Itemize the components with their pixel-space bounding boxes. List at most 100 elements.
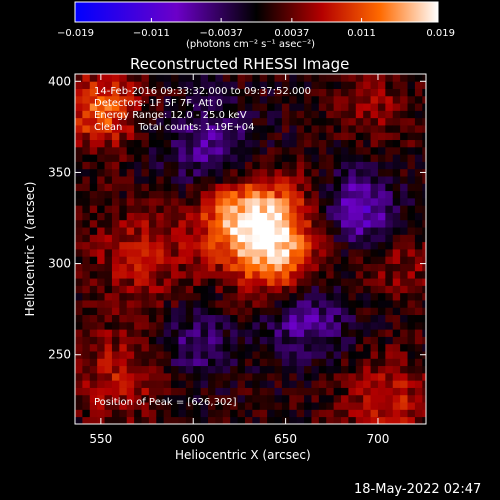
heatmap-cell bbox=[377, 256, 386, 264]
heatmap-cell bbox=[200, 139, 209, 148]
heatmap-cell bbox=[385, 183, 394, 192]
heatmap-cell bbox=[171, 314, 179, 323]
heatmap-cell bbox=[259, 285, 268, 294]
heatmap-cell bbox=[252, 329, 261, 337]
heatmap-cell bbox=[377, 380, 386, 388]
heatmap-cell bbox=[200, 227, 209, 235]
heatmap-cell bbox=[200, 329, 209, 337]
heatmap-cell bbox=[134, 183, 142, 192]
heatmap-cell bbox=[126, 227, 135, 235]
heatmap-cell bbox=[237, 365, 246, 374]
heatmap-cell bbox=[363, 139, 371, 148]
heatmap-cell bbox=[148, 125, 157, 133]
heatmap-cell bbox=[422, 256, 427, 264]
heatmap-cell bbox=[163, 343, 172, 352]
heatmap-cell bbox=[392, 336, 401, 345]
heatmap-cell bbox=[385, 103, 394, 111]
heatmap-cell bbox=[296, 95, 305, 104]
heatmap-cell bbox=[377, 125, 386, 133]
heatmap-cell bbox=[193, 402, 202, 410]
heatmap-cell bbox=[141, 234, 150, 243]
heatmap-cell bbox=[171, 402, 179, 410]
heatmap-cell bbox=[208, 409, 216, 418]
heatmap-cell bbox=[267, 336, 275, 345]
heatmap-cell bbox=[244, 263, 253, 272]
heatmap-cell bbox=[178, 256, 187, 264]
heatmap-cell bbox=[407, 358, 416, 367]
heatmap-cell bbox=[104, 307, 113, 316]
heatmap-cell bbox=[296, 197, 305, 206]
heatmap-cell bbox=[200, 205, 209, 213]
heatmap-cell bbox=[392, 351, 401, 359]
heatmap-cell bbox=[392, 300, 401, 308]
heatmap-cell bbox=[185, 256, 194, 264]
heatmap-cell bbox=[200, 372, 209, 381]
heatmap-cell bbox=[237, 132, 246, 141]
heatmap-cell bbox=[377, 95, 386, 104]
heatmap-cell bbox=[311, 110, 320, 119]
heatmap-cell bbox=[111, 358, 120, 367]
heatmap-cell bbox=[274, 95, 283, 104]
heatmap-cell bbox=[119, 176, 128, 184]
heatmap-cell bbox=[296, 168, 305, 177]
heatmap-cell bbox=[267, 270, 275, 279]
heatmap-cell bbox=[252, 110, 261, 119]
heatmap-cell bbox=[422, 146, 427, 155]
heatmap-cell bbox=[126, 270, 135, 279]
heatmap-cell bbox=[171, 132, 179, 141]
heatmap-cell bbox=[370, 263, 379, 272]
heatmap-cell bbox=[267, 241, 275, 250]
heatmap-cell bbox=[311, 372, 320, 381]
heatmap-cell bbox=[89, 219, 98, 228]
heatmap-cell bbox=[414, 183, 423, 192]
heatmap-cell bbox=[163, 139, 172, 148]
heatmap-cell bbox=[333, 227, 342, 235]
heatmap-cell bbox=[89, 321, 98, 330]
heatmap-cell bbox=[156, 110, 165, 119]
heatmap-cell bbox=[193, 212, 202, 221]
heatmap-cell bbox=[237, 227, 246, 235]
heatmap-cell bbox=[141, 394, 150, 403]
heatmap-cell bbox=[422, 110, 427, 119]
heatmap-cell bbox=[407, 146, 416, 155]
heatmap-cell bbox=[377, 249, 386, 257]
heatmap-cell bbox=[341, 74, 349, 82]
heatmap-cell bbox=[163, 161, 172, 170]
heatmap-cell bbox=[385, 110, 394, 119]
heatmap-cell bbox=[185, 358, 194, 367]
heatmap-cell bbox=[267, 117, 275, 126]
heatmap-cell bbox=[296, 285, 305, 294]
heatmap-cell bbox=[200, 132, 209, 141]
heatmap-cell bbox=[134, 103, 142, 111]
heatmap-cell bbox=[171, 74, 179, 82]
heatmap-cell bbox=[333, 321, 342, 330]
heatmap-cell bbox=[370, 321, 379, 330]
heatmap-cell bbox=[407, 402, 416, 410]
heatmap-cell bbox=[274, 190, 283, 199]
heatmap-cell bbox=[208, 205, 216, 213]
heatmap-cell bbox=[156, 292, 165, 301]
heatmap-cell bbox=[392, 161, 401, 170]
heatmap-cell bbox=[318, 343, 327, 352]
heatmap-cell bbox=[208, 270, 216, 279]
heatmap-cell bbox=[259, 249, 268, 257]
heatmap-cell bbox=[326, 270, 335, 279]
heatmap-cell bbox=[119, 125, 128, 133]
heatmap-cell bbox=[126, 372, 135, 381]
heatmap-cell bbox=[341, 249, 349, 257]
heatmap-cell bbox=[230, 351, 238, 359]
heatmap-cell bbox=[134, 285, 142, 294]
heatmap-cell bbox=[185, 110, 194, 119]
heatmap-cell bbox=[89, 154, 98, 162]
heatmap-cell bbox=[363, 314, 371, 323]
heatmap-cell bbox=[333, 300, 342, 308]
heatmap-cell bbox=[178, 394, 187, 403]
heatmap-cell bbox=[363, 372, 371, 381]
heatmap-cell bbox=[134, 336, 142, 345]
heatmap-cell bbox=[289, 409, 298, 418]
heatmap-cell bbox=[185, 394, 194, 403]
heatmap-cell bbox=[318, 227, 327, 235]
heatmap-cell bbox=[304, 74, 312, 82]
heatmap-cell bbox=[304, 394, 312, 403]
heatmap-cell bbox=[252, 292, 261, 301]
